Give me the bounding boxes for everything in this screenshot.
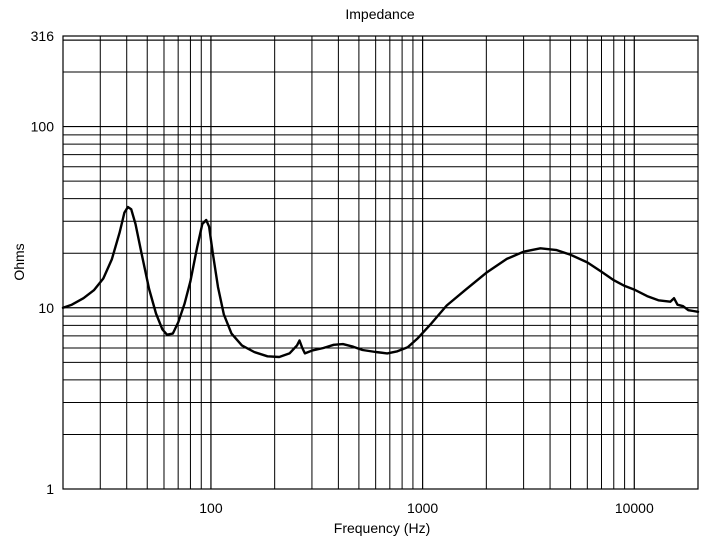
- y-tick-label: 1: [46, 481, 54, 497]
- chart-title: Impedance: [345, 6, 414, 22]
- y-tick-label: 10: [38, 300, 54, 316]
- y-tick-labels: 1 10 100 316: [31, 28, 55, 497]
- x-tick-labels: 100 1000 10000: [199, 500, 654, 516]
- plot-frame: [62, 35, 699, 490]
- x-axis-label: Frequency (Hz): [334, 520, 430, 536]
- x-tick-label: 1000: [407, 500, 438, 516]
- grid-lines: [63, 36, 698, 489]
- y-tick-label: 100: [31, 119, 55, 135]
- y-tick-label: 316: [31, 28, 55, 44]
- x-tick-label: 10000: [615, 500, 654, 516]
- y-axis-label: Ohms: [11, 243, 27, 280]
- impedance-curve: [61, 205, 700, 359]
- x-tick-label: 100: [199, 500, 223, 516]
